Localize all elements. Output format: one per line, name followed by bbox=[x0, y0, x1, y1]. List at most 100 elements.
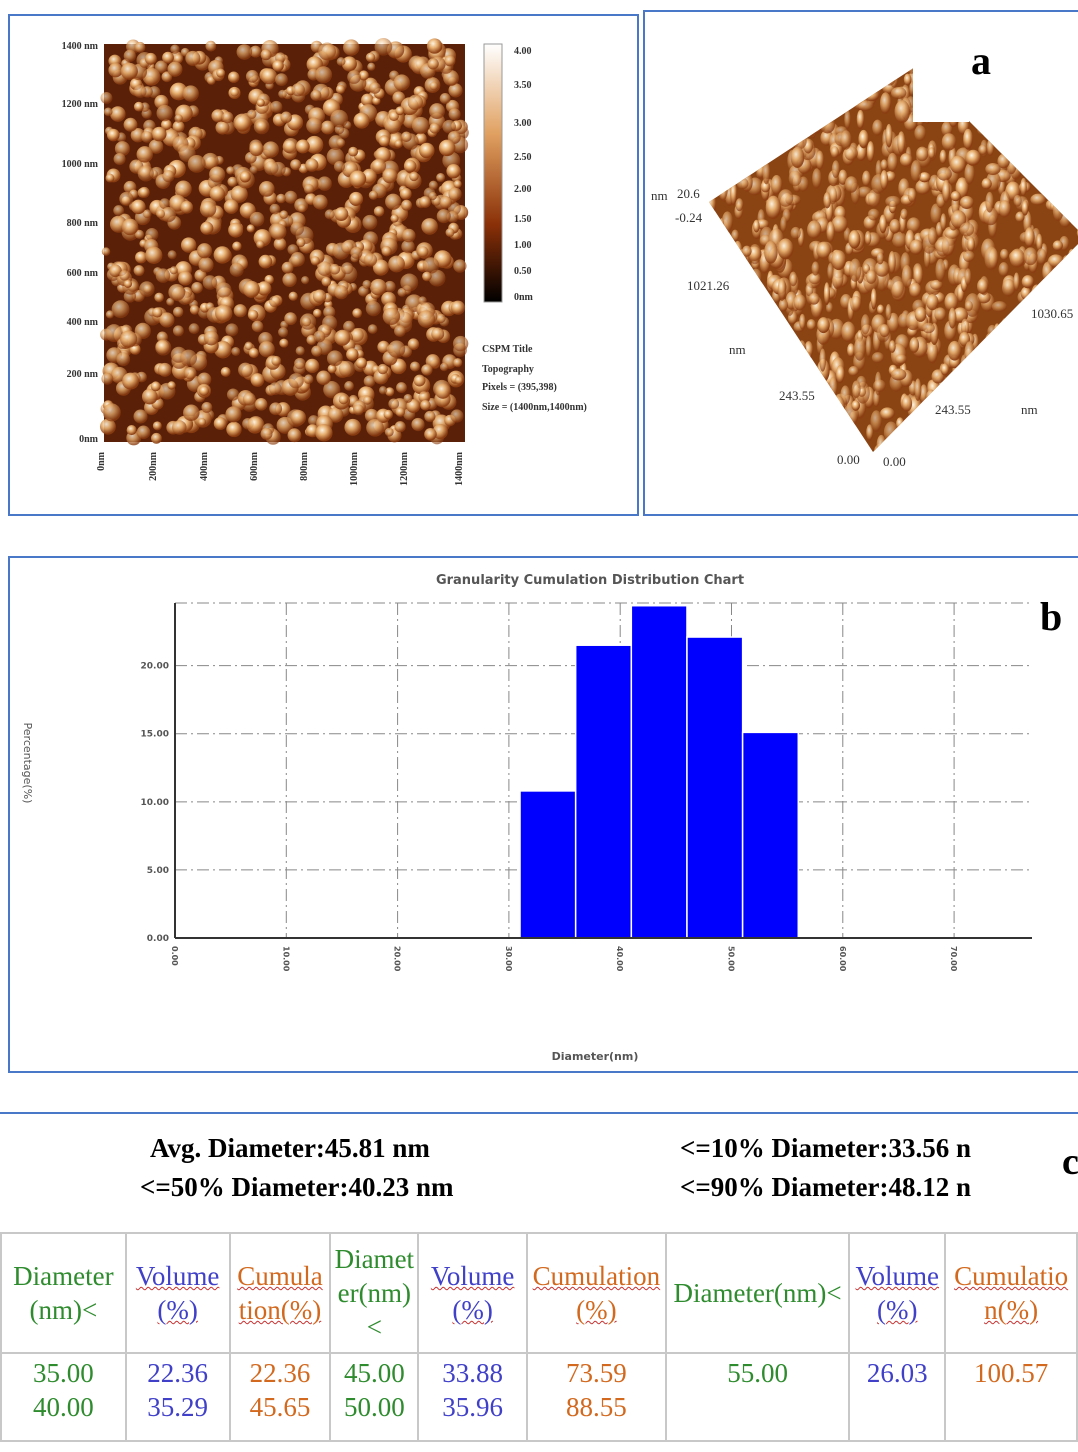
peak bbox=[1047, 287, 1056, 300]
peak bbox=[1030, 284, 1043, 308]
peak bbox=[907, 187, 917, 203]
peak bbox=[841, 439, 856, 451]
peak bbox=[763, 400, 773, 422]
grain bbox=[396, 382, 407, 394]
grain bbox=[315, 424, 333, 442]
peak bbox=[815, 426, 824, 448]
peak bbox=[1007, 361, 1022, 378]
peak bbox=[992, 125, 1000, 143]
peak bbox=[1069, 136, 1078, 154]
grain bbox=[180, 200, 194, 214]
peak bbox=[888, 340, 896, 353]
grain bbox=[353, 404, 364, 416]
peak bbox=[767, 102, 782, 116]
peak bbox=[1042, 164, 1051, 182]
peak bbox=[1074, 196, 1078, 207]
peak bbox=[998, 118, 1009, 141]
peak bbox=[777, 277, 787, 301]
header-cell: Cumulation(%) bbox=[944, 1232, 1078, 1354]
peak bbox=[808, 272, 821, 285]
peak bbox=[928, 418, 943, 436]
peak bbox=[718, 218, 725, 241]
peak bbox=[927, 444, 938, 452]
peak bbox=[1073, 394, 1078, 417]
peak bbox=[1060, 275, 1069, 291]
peak bbox=[739, 75, 746, 87]
peak bbox=[873, 379, 886, 393]
peak bbox=[879, 92, 892, 114]
peak bbox=[791, 439, 807, 452]
peak bbox=[896, 417, 905, 431]
grain bbox=[363, 375, 376, 388]
peak bbox=[1067, 189, 1078, 205]
peak bbox=[741, 354, 753, 379]
peak bbox=[769, 437, 776, 451]
peak bbox=[1049, 412, 1066, 425]
grain bbox=[121, 218, 139, 236]
axis-label: 243.55 bbox=[779, 388, 815, 403]
peak bbox=[987, 346, 998, 360]
grain bbox=[138, 186, 150, 198]
peak bbox=[790, 146, 805, 168]
peak bbox=[841, 321, 856, 343]
y-tick-label: 1000 nm bbox=[62, 159, 99, 170]
peak bbox=[1010, 107, 1026, 129]
grain bbox=[388, 398, 400, 410]
peak bbox=[865, 335, 872, 358]
grain bbox=[172, 306, 184, 318]
grain bbox=[137, 165, 154, 182]
peak bbox=[805, 282, 814, 297]
grain bbox=[401, 199, 413, 211]
peak bbox=[1058, 365, 1069, 376]
grain bbox=[249, 165, 258, 174]
peak bbox=[709, 450, 722, 452]
grain bbox=[452, 335, 469, 352]
grain bbox=[384, 280, 396, 293]
grain bbox=[370, 278, 387, 296]
header-cell: Volume(%) bbox=[417, 1232, 529, 1354]
grain bbox=[291, 83, 305, 97]
grain bbox=[198, 385, 210, 397]
grain bbox=[249, 211, 265, 227]
peak bbox=[819, 348, 827, 372]
grain bbox=[230, 185, 248, 203]
axis-label: nm bbox=[651, 188, 668, 203]
peak bbox=[753, 85, 762, 101]
peak bbox=[1047, 364, 1062, 383]
grain bbox=[169, 266, 178, 275]
peak bbox=[731, 100, 745, 111]
data-cell: 33.88 35.96 bbox=[417, 1352, 529, 1442]
stat: <=50% Diameter:40.23 nm bbox=[140, 1172, 454, 1202]
peak bbox=[1069, 266, 1076, 280]
peak bbox=[847, 343, 855, 358]
peak bbox=[870, 410, 883, 433]
peak bbox=[1026, 430, 1038, 450]
peak bbox=[709, 396, 719, 420]
axis-label: -0.24 bbox=[675, 210, 703, 225]
grain bbox=[429, 103, 445, 120]
grain bbox=[305, 158, 319, 172]
peak bbox=[986, 414, 996, 429]
peak bbox=[819, 114, 836, 134]
peak bbox=[928, 147, 936, 160]
grain bbox=[294, 357, 306, 370]
peak bbox=[1034, 372, 1047, 395]
peak bbox=[1062, 181, 1078, 205]
peak bbox=[900, 431, 911, 444]
grain bbox=[402, 228, 416, 243]
grain bbox=[395, 311, 413, 329]
grain bbox=[213, 417, 227, 431]
peak bbox=[716, 144, 731, 163]
peak bbox=[1053, 67, 1062, 89]
peak bbox=[793, 425, 806, 444]
peak bbox=[789, 271, 798, 287]
grain bbox=[167, 61, 183, 77]
peak bbox=[816, 112, 828, 124]
grain bbox=[303, 374, 314, 385]
peak bbox=[1064, 109, 1078, 127]
y-tick-label: 1400 nm bbox=[62, 41, 99, 52]
peak bbox=[914, 378, 922, 402]
grain bbox=[395, 106, 405, 116]
peak bbox=[977, 123, 993, 136]
grain bbox=[409, 361, 421, 372]
